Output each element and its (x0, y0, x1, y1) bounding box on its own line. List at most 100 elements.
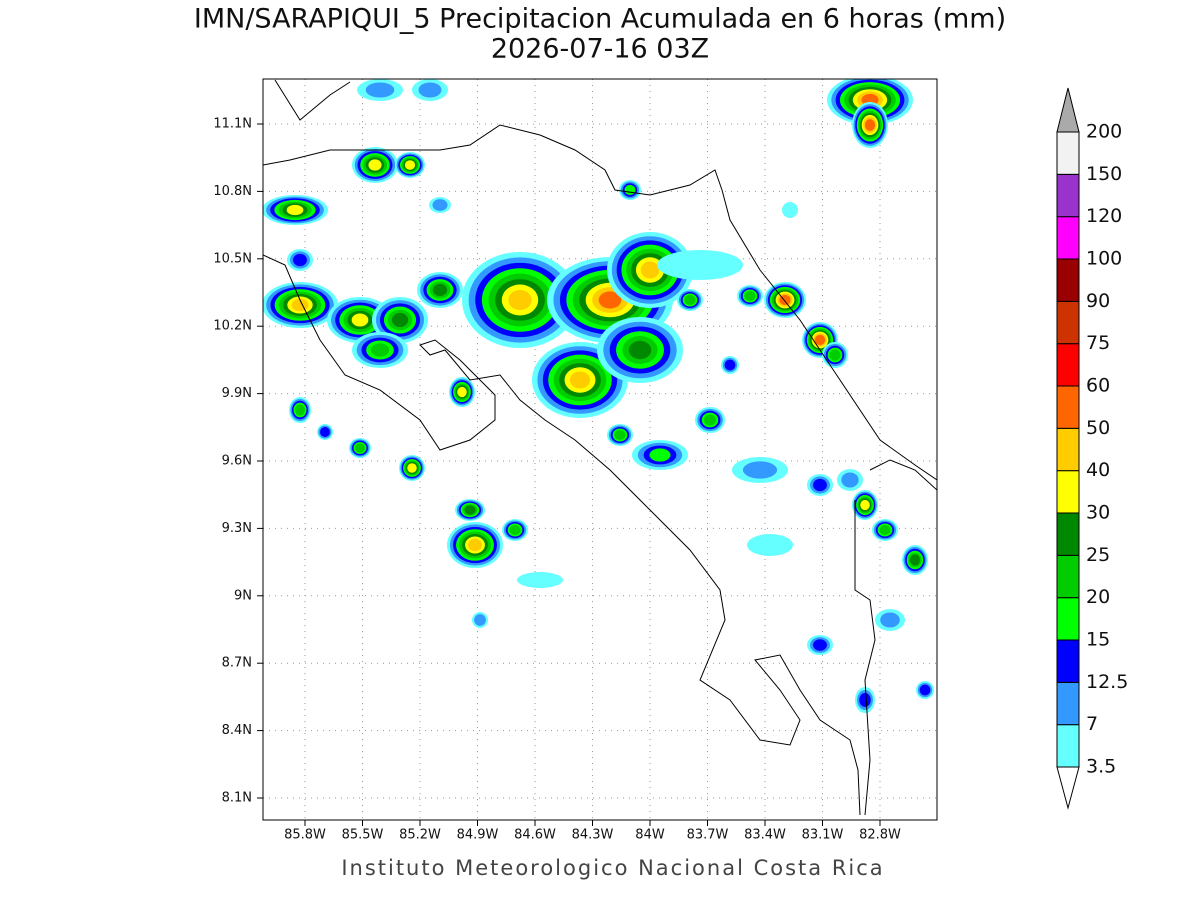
precipitation-field (263, 79, 934, 713)
lon-label: 82.8W (859, 828, 901, 843)
lat-label: 8.7N (222, 656, 252, 671)
colorbar-box (1056, 554, 1080, 599)
lon-label: 85.8W (284, 828, 326, 843)
rain-area (684, 295, 696, 305)
rain-area (742, 461, 778, 479)
colorbar-label: 25 (1086, 544, 1110, 566)
colorbar-label: 75 (1086, 332, 1110, 354)
lat-label: 9.6N (222, 454, 252, 469)
subtitle: 2026-07-16 03Z (491, 34, 709, 65)
colorbar-box (1056, 258, 1080, 302)
rain-area (474, 614, 486, 626)
lon-label: 84.9W (457, 828, 499, 843)
rain-area (432, 199, 448, 211)
lat-label: 11.1N (213, 117, 252, 132)
colorbar-box (1056, 681, 1080, 726)
colorbar-label: 40 (1086, 459, 1110, 481)
colorbar-label: 60 (1086, 375, 1110, 397)
axes: 11.1N 10.8N 10.5N 10.2N 9.9N 9.6N 9.3N 9N 8.7N 8.… (213, 117, 901, 843)
lat-label: 10.5N (213, 251, 252, 266)
border (854, 459, 937, 816)
colorbar-box (1056, 173, 1080, 218)
colorbar-box (1056, 639, 1080, 683)
coastline (263, 254, 861, 816)
lat-label: 9N (234, 588, 252, 603)
rain-area (569, 371, 591, 389)
colorbar-box (1056, 216, 1080, 260)
rain-area (657, 250, 743, 280)
rain-area (598, 291, 622, 309)
rain-area (841, 472, 859, 488)
rain-area (747, 534, 793, 556)
rain-area (859, 693, 871, 707)
colorbar-label: 150 (1086, 163, 1122, 185)
rain-area (457, 386, 467, 398)
rain-area (860, 499, 870, 511)
colorbar-label: 120 (1086, 205, 1122, 227)
colorbar: 3.5 7 12.5 15 20 25 30 40 50 60 75 90 100 120 150 200 (1056, 87, 1128, 810)
rain-area (628, 340, 652, 360)
lon-label: 83.4W (744, 828, 786, 843)
colorbar-box (1056, 512, 1080, 556)
lon-label: 84.6W (514, 828, 556, 843)
colorbar-label: 20 (1086, 586, 1110, 608)
colorbar-box (1056, 385, 1080, 429)
colorbar-box (1056, 300, 1080, 345)
rain-area (909, 554, 921, 566)
rain-area (624, 184, 636, 196)
colorbar-label: 200 (1086, 121, 1122, 143)
colorbar-box (1056, 724, 1080, 768)
coastline (721, 189, 937, 481)
rain-area (813, 478, 827, 492)
rain-area (814, 334, 826, 346)
colorbar-label: 7 (1086, 713, 1098, 735)
colorbar-label: 100 (1086, 248, 1122, 270)
lon-label: 83.1W (802, 828, 844, 843)
rain-area (320, 427, 330, 437)
rain-area (286, 204, 304, 216)
footer: Instituto Meteorologico Nacional Costa R… (341, 856, 884, 880)
colorbar-label: 50 (1086, 417, 1110, 439)
rain-area (368, 159, 382, 171)
lat-label: 10.2N (213, 319, 252, 334)
colorbar-label: 90 (1086, 290, 1110, 312)
rain-area (782, 202, 798, 218)
rain-area (614, 430, 626, 440)
rain-area (864, 119, 876, 131)
title: IMN/SARAPIQUI_5 Precipitacion Acumulada … (194, 4, 1006, 35)
lat-label: 8.1N (222, 791, 252, 806)
lat-label: 10.8N (213, 184, 252, 199)
colorbar-label: 15 (1086, 629, 1110, 651)
colorbar-box (1056, 131, 1080, 175)
colorbar-above (1056, 87, 1080, 133)
rain-area (640, 261, 660, 279)
colorbar-box (1056, 427, 1080, 472)
rain-area (649, 448, 671, 462)
colorbar-box (1056, 343, 1080, 387)
rain-area (295, 404, 305, 416)
rain-area (418, 82, 442, 98)
rain-area (432, 283, 448, 297)
lon-label: 84.3W (572, 828, 614, 843)
lat-label: 8.4N (222, 723, 252, 738)
rain-area (365, 82, 395, 98)
lon-label: 85.5W (342, 828, 384, 843)
rain-area (744, 291, 756, 301)
colorbar-box (1056, 597, 1080, 641)
rain-area (813, 639, 827, 651)
rain-area (879, 525, 891, 535)
rain-area (880, 612, 900, 628)
colorbar-label: 12.5 (1086, 671, 1128, 693)
rain-area (464, 505, 476, 515)
colorbar-below (1056, 766, 1080, 810)
rain-area (704, 414, 716, 426)
lat-label: 9.3N (222, 521, 252, 536)
rain-area (517, 572, 563, 588)
rain-area (468, 538, 482, 552)
rain-area (370, 343, 390, 357)
colorbar-label: 3.5 (1086, 756, 1116, 778)
lat-label: 9.9N (222, 386, 252, 401)
map-frame (262, 78, 938, 821)
rain-area (293, 253, 307, 267)
